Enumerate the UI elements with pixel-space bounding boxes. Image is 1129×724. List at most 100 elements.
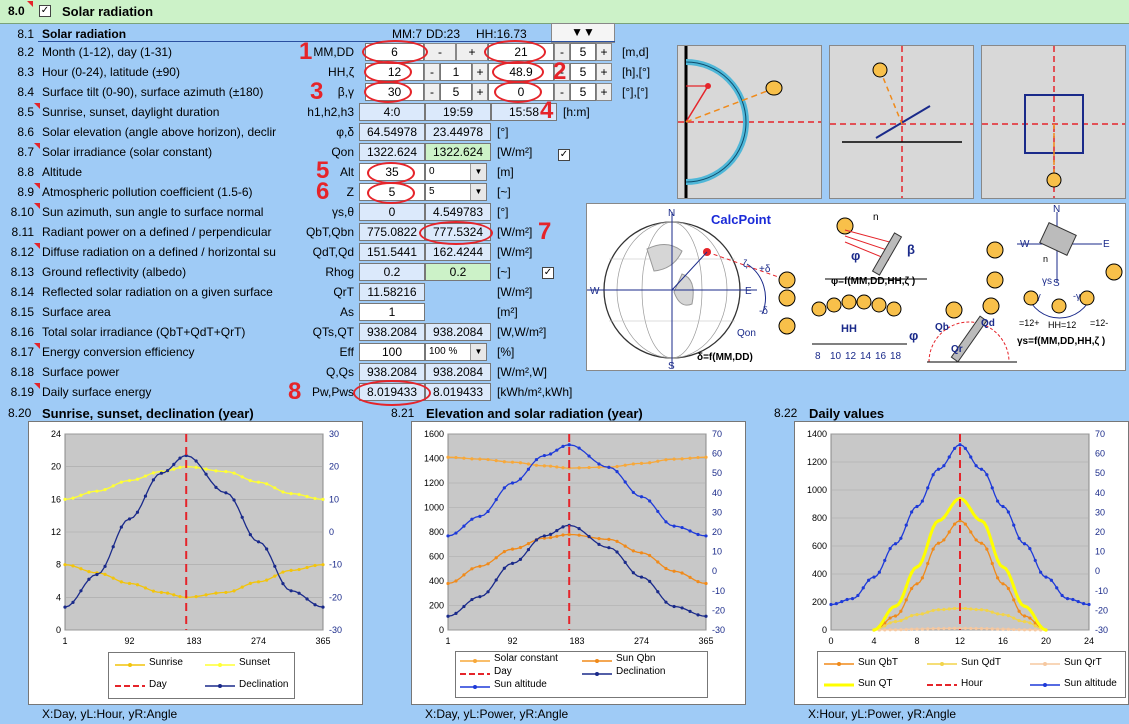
data-point bbox=[555, 534, 559, 538]
albedo-checkbox[interactable]: ✓ bbox=[542, 267, 554, 279]
y-tick-label: 1200 bbox=[807, 457, 827, 467]
data-point bbox=[688, 529, 692, 533]
beta-label: β bbox=[907, 242, 915, 257]
data-point bbox=[462, 573, 466, 577]
row-symbol: QbT,Qbn bbox=[305, 225, 354, 239]
row-symbol: Rhog bbox=[325, 265, 354, 279]
y2-tick-label: 50 bbox=[712, 468, 722, 478]
y2-tick-label: -10 bbox=[1095, 586, 1108, 596]
data-point bbox=[979, 627, 984, 631]
x-tick-label: 92 bbox=[507, 636, 517, 646]
qon-input[interactable]: 1322.624 bbox=[425, 143, 491, 161]
data-point bbox=[1012, 585, 1016, 589]
y2-tick-label: 0 bbox=[1095, 566, 1100, 576]
step-decrement-button[interactable]: - bbox=[554, 43, 570, 61]
data-point bbox=[672, 457, 676, 461]
data-point bbox=[526, 462, 531, 466]
tilt-decrement-button[interactable]: - bbox=[424, 83, 440, 101]
comment-marker bbox=[34, 383, 40, 389]
east-label-2: E bbox=[1103, 239, 1110, 250]
y-tick-label: 800 bbox=[429, 527, 444, 537]
data-point bbox=[256, 580, 261, 584]
data-point bbox=[265, 547, 269, 551]
row-label: Ground reflectivity (albedo) bbox=[42, 265, 187, 279]
data-point bbox=[71, 600, 75, 604]
data-point bbox=[502, 550, 506, 554]
altitude-select[interactable]: 0 ▼ bbox=[425, 163, 487, 181]
pollution-select-value: 5 bbox=[429, 186, 435, 197]
data-point bbox=[958, 519, 962, 523]
azimuth-decrement-button[interactable]: - bbox=[554, 83, 570, 101]
section-checkbox[interactable]: ✓ bbox=[39, 5, 51, 17]
efficiency-input[interactable]: 100 bbox=[359, 343, 425, 361]
data-point bbox=[888, 608, 892, 612]
legend-hour: Hour bbox=[961, 678, 983, 689]
expand-button[interactable]: ▼▼ bbox=[551, 23, 615, 43]
sunset-value: 19:59 bbox=[425, 103, 491, 121]
row-label: Total solar irradiance (QbT+QdT+QrT) bbox=[42, 325, 246, 339]
data-point bbox=[597, 462, 601, 466]
data-point bbox=[672, 524, 676, 528]
data-point bbox=[305, 597, 309, 601]
y2-tick-label: 30 bbox=[712, 507, 722, 517]
y-tick-label: 24 bbox=[51, 429, 61, 439]
efficiency-select[interactable]: 100 % ▼ bbox=[425, 343, 487, 361]
data-point bbox=[1033, 616, 1037, 620]
latitude-step-input[interactable]: 5 bbox=[570, 63, 596, 81]
y2-tick-label: 0 bbox=[712, 566, 717, 576]
latitude-increment-button[interactable]: + bbox=[596, 63, 612, 81]
qb-label: Qb bbox=[935, 322, 949, 333]
chart1-title: Sunrise, sunset, declination (year) bbox=[42, 406, 254, 421]
albedo-input[interactable]: 0.2 bbox=[425, 263, 491, 281]
row-unit: [m²] bbox=[497, 305, 518, 319]
data-point bbox=[555, 465, 559, 469]
hour-decrement-button[interactable]: - bbox=[424, 63, 440, 81]
qon-label: Qon bbox=[737, 328, 756, 339]
data-point bbox=[680, 571, 684, 575]
step-input[interactable]: 5 bbox=[570, 43, 596, 61]
data-point bbox=[240, 585, 244, 589]
tilt-step-input[interactable]: 5 bbox=[440, 83, 472, 101]
row-symbol: h1,h2,h3 bbox=[307, 105, 354, 119]
qon-checkbox[interactable]: ✓ bbox=[558, 149, 570, 161]
data-point bbox=[953, 446, 957, 450]
data-point bbox=[883, 616, 887, 620]
row-label: Atmospheric pollution coefficient (1.5-6… bbox=[42, 185, 253, 199]
legend-sun-qdt: Sun QdT bbox=[961, 657, 1002, 668]
gamma-formula: γs=f(MM,DD,HH,ζ ) bbox=[1017, 336, 1105, 347]
legend-sun-altitude: Sun altitude bbox=[1064, 678, 1117, 689]
x-tick-label: 183 bbox=[569, 636, 584, 646]
latitude-decrement-button[interactable]: - bbox=[554, 63, 570, 81]
data-point bbox=[289, 568, 293, 572]
data-point bbox=[631, 462, 635, 466]
data-point bbox=[555, 448, 559, 452]
area-input[interactable]: 1 bbox=[359, 303, 425, 321]
data-point bbox=[567, 532, 571, 537]
data-point bbox=[1087, 602, 1091, 607]
data-point bbox=[969, 530, 973, 534]
azimuth-increment-button[interactable]: + bbox=[596, 83, 612, 101]
y2-tick-label: 10 bbox=[712, 547, 722, 557]
hour-step-input[interactable]: 1 bbox=[440, 63, 472, 81]
data-point bbox=[704, 455, 708, 459]
pollution-select[interactable]: 5 ▼ bbox=[425, 183, 487, 201]
data-point bbox=[1028, 608, 1032, 612]
chevron-down-icon: ▼ bbox=[470, 184, 486, 200]
month-decrement-button[interactable]: - bbox=[424, 43, 456, 61]
data-point bbox=[942, 607, 946, 612]
sun-angle-value: 4.549783 bbox=[425, 203, 491, 221]
chart2-number: 8.21 bbox=[391, 406, 415, 420]
data-point bbox=[936, 627, 941, 631]
y-tick-label: 600 bbox=[429, 552, 444, 562]
data-point bbox=[893, 628, 898, 632]
row-unit: [W/m²] bbox=[497, 145, 533, 159]
step-increment-button[interactable]: + bbox=[596, 43, 612, 61]
azimuth-step-input[interactable]: 5 bbox=[570, 83, 596, 101]
hour-increment-button[interactable]: + bbox=[472, 63, 488, 81]
gamma-s-label: γs bbox=[1042, 276, 1052, 287]
data-point bbox=[969, 607, 973, 611]
x-tick-label: 365 bbox=[315, 636, 330, 646]
tilt-increment-button[interactable]: + bbox=[472, 83, 488, 101]
data-point bbox=[845, 597, 849, 602]
data-point bbox=[963, 606, 967, 611]
